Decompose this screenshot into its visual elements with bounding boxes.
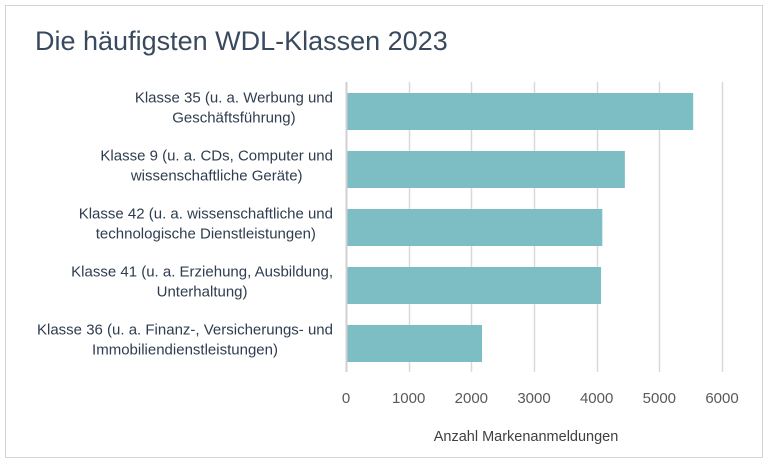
x-tick-label-6000: 6000	[705, 390, 738, 407]
bar-1	[346, 151, 625, 188]
category-label-2: Klasse 42 (u. a. wissenschaftliche und te…	[79, 206, 333, 243]
category-label-line: technologische Dienstleistungen)	[96, 226, 316, 243]
category-label-3: Klasse 41 (u. a. Erziehung, Ausbildung, U…	[71, 264, 333, 301]
category-labels: Klasse 35 (u. a. Werbung und Geschäftsfüh…	[37, 90, 333, 359]
x-tick-label-2000: 2000	[455, 390, 488, 407]
bars	[346, 93, 694, 362]
category-label-1: Klasse 9 (u. a. CDs, Computer und wissens…	[100, 148, 333, 185]
category-label-line: Klasse 42 (u. a. wissenschaftliche und	[79, 206, 333, 223]
category-label-0: Klasse 35 (u. a. Werbung und Geschäftsfüh…	[135, 90, 333, 127]
category-label-line: Unterhaltung)	[157, 284, 248, 301]
category-label-line: Geschäftsführung)	[172, 110, 295, 127]
bar-4	[346, 325, 482, 362]
bar-2	[346, 209, 603, 246]
category-label-line: Klasse 41 (u. a. Erziehung, Ausbildung,	[71, 264, 333, 281]
category-label-line: Klasse 9 (u. a. CDs, Computer und	[100, 148, 333, 165]
x-tick-label-5000: 5000	[643, 390, 676, 407]
x-tick-labels: 0 1000 2000 3000 4000 5000 6000	[342, 390, 739, 407]
chart-title: Die häufigsten WDL-Klassen 2023	[35, 26, 448, 56]
x-tick-label-4000: 4000	[580, 390, 613, 407]
category-label-4: Klasse 36 (u. a. Finanz-, Versicherungs-…	[37, 322, 333, 359]
category-label-line: Klasse 36 (u. a. Finanz-, Versicherungs-…	[37, 322, 333, 339]
x-tick-label-3000: 3000	[517, 390, 550, 407]
bar-0	[346, 93, 694, 130]
bar-3	[346, 267, 602, 304]
x-tick-label-0: 0	[342, 390, 350, 407]
category-label-line: Klasse 35 (u. a. Werbung und	[135, 90, 333, 107]
x-axis-title: Anzahl Markenanmeldungen	[434, 429, 619, 445]
category-label-line: wissenschaftliche Geräte)	[130, 168, 303, 185]
x-tick-label-1000: 1000	[392, 390, 425, 407]
category-label-line: Immobiliendienstleistungen)	[92, 342, 278, 359]
